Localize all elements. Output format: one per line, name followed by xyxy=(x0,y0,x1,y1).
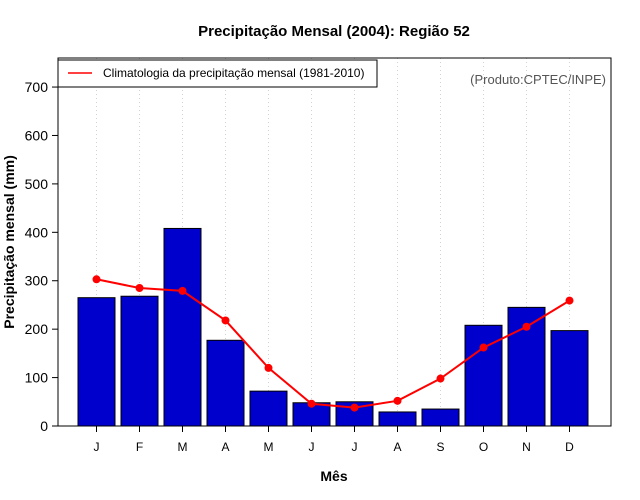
climatology-point-7 xyxy=(350,403,359,412)
x-tick-label: J xyxy=(352,440,358,454)
climatology-point-1 xyxy=(92,275,101,284)
bar-3 xyxy=(163,227,202,427)
climatology-point-4 xyxy=(221,316,230,325)
climatology-point-8 xyxy=(393,396,402,405)
bar-5 xyxy=(249,390,288,427)
x-tick-label: F xyxy=(136,440,143,454)
climatology-point-2 xyxy=(135,284,144,292)
climatology-point-6 xyxy=(307,399,316,408)
bar-1 xyxy=(77,297,116,427)
source-label: (Produto:CPTEC/INPE) xyxy=(470,72,606,87)
climatology-point-3 xyxy=(178,286,187,295)
x-tick-label: M xyxy=(264,440,274,454)
bar-9 xyxy=(421,408,460,427)
y-tick-label: 600 xyxy=(25,127,49,143)
climatology-point-5 xyxy=(264,363,273,372)
x-tick-label: N xyxy=(522,440,531,454)
bar-8 xyxy=(378,411,417,427)
y-axis-title: Precipitação mensal (mm) xyxy=(1,155,17,329)
x-tick-label: J xyxy=(94,440,100,454)
x-tick-label: J xyxy=(309,440,315,454)
y-tick-label: 400 xyxy=(25,224,49,240)
legend-label: Climatologia da precipitação mensal (198… xyxy=(103,66,364,80)
x-axis-title: Mês xyxy=(320,468,347,484)
climatology-point-9 xyxy=(436,374,445,383)
y-axis: 0 100 200 300 400 500 600 700 xyxy=(25,79,58,434)
legend-box xyxy=(57,59,378,88)
bar-2 xyxy=(120,295,159,427)
bars xyxy=(77,227,589,427)
y-tick-label: 500 xyxy=(25,176,49,192)
y-tick-label: 700 xyxy=(25,79,49,95)
climatology-line xyxy=(96,278,571,409)
x-tick-label: S xyxy=(436,440,444,454)
x-tick-label: A xyxy=(221,440,229,454)
x-tick-label: A xyxy=(393,440,401,454)
x-tick-label: O xyxy=(479,440,488,454)
y-tick-label: 0 xyxy=(40,418,48,434)
bar-12 xyxy=(550,330,589,427)
climatology-point-11 xyxy=(522,322,531,331)
plot-frame xyxy=(57,57,612,427)
y-tick-label: 200 xyxy=(25,321,49,337)
chart-title: Precipitação Mensal (2004): Região 52 xyxy=(198,23,470,40)
x-tick-label: M xyxy=(178,440,188,454)
climatology-point-12 xyxy=(565,296,574,305)
bar-4 xyxy=(206,339,245,427)
climatology-line-series xyxy=(92,275,574,412)
y-tick-label: 300 xyxy=(25,273,49,289)
x-tick-label: D xyxy=(565,440,574,454)
climatology-point-10 xyxy=(479,343,488,352)
legend: Climatologia da precipitação mensal (198… xyxy=(57,59,378,88)
y-tick-label: 100 xyxy=(25,370,49,386)
